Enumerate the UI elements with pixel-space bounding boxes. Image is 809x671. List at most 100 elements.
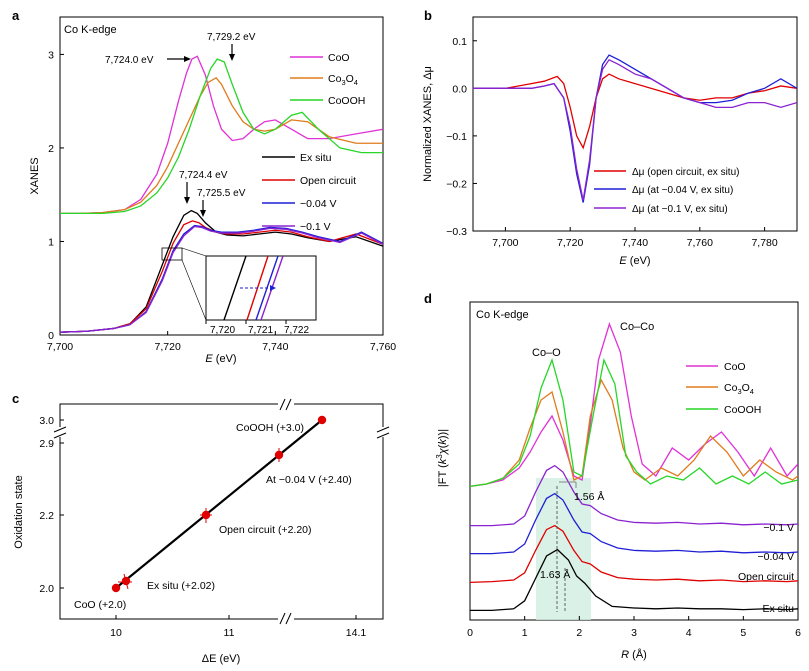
break-bottom-gap (278, 615, 294, 623)
c-point-coo (111, 583, 121, 593)
a-ytick-label-3: 3 (48, 49, 54, 61)
legend-label-coo: CoO (328, 52, 350, 64)
legend-label-open-circuit: Open circuit (300, 175, 356, 187)
panel-a-ylabel: XANES (29, 157, 41, 194)
a-series-co3o4 (60, 76, 383, 215)
annotation-7725-5: 7,725.5 eV (197, 188, 246, 199)
b-series-1 (473, 54, 797, 203)
panel-label-d: d (424, 291, 432, 306)
a-ytick-label-2: 2 (48, 143, 54, 155)
panel-d-xlabel: R (Å) (621, 648, 647, 661)
legend-label-cooh: CoOOH (328, 95, 365, 107)
panel-a-ticks: 7,700 7,720 7,740 7,760 0 1 2 3 (47, 49, 396, 353)
legend-label-dmu-minus-0-04v: Δμ (at −0.04 V, ex situ) (632, 185, 733, 196)
d-trace-label-open-circuit: Open circuit (738, 571, 794, 583)
panel-a-xlabel: E (eV) (205, 353, 236, 365)
break-right-1 (376, 426, 390, 433)
panel-c-ylabel: Oxidation state (13, 475, 25, 548)
panel-d-title: Co K-edge (476, 309, 529, 321)
panel-a-legend-bottom: Ex situ Open circuit −0.04 V −0.1 V (262, 152, 356, 233)
panel-d: 0 1 2 3 4 5 6 Co K-edge R (Å) |FT (k3χ(k))| Co… (435, 301, 801, 661)
axis-break-marks (53, 398, 390, 625)
c-ytick-label-2-0: 2.0 (39, 583, 54, 595)
d-xtick-label-5: 5 (740, 627, 746, 639)
legend-label-co3o4: Co3O4 (328, 73, 358, 87)
d-xtick-label-1: 1 (522, 627, 528, 639)
d-trace-label-minus-0-04v: −0.04 V (758, 551, 795, 563)
inset-shift-arrowhead (270, 285, 276, 291)
panel-label-b: b (424, 8, 432, 23)
d-xtick-label-2: 2 (576, 627, 582, 639)
annotation-7724-0: 7,724.0 eV (105, 55, 154, 66)
a-xtick-label-7720: 7,720 (155, 341, 181, 353)
panel-c-ticks (60, 419, 357, 619)
break-right-gap (378, 427, 388, 437)
legend-label-minus-0-1v: −0.1 V (300, 221, 331, 233)
a-ytick-label-1: 1 (48, 236, 54, 248)
panel-b: 7,700 7,720 7,740 7,760 7,780 −0.3 −0.2 −0.1 0.0… (422, 16, 798, 267)
d-series-0-1-v (470, 464, 798, 527)
inset-connector-top (181, 247, 207, 257)
break-left-2 (53, 432, 67, 439)
arrowhead-7729-2 (229, 54, 235, 61)
c-xtick-label-10: 10 (110, 627, 122, 639)
annotation-7724-4: 7,724.4 eV (179, 170, 228, 181)
break-bottom-2 (285, 612, 292, 625)
panel-a-legend-top: CoO Co3O4 CoOOH (290, 52, 365, 107)
a-xtick-label-7740: 7,740 (262, 341, 288, 353)
d-xtick-label-6: 6 (795, 627, 801, 639)
panel-a-series (60, 55, 383, 333)
c-point-cooh (317, 415, 327, 425)
c-label-cooh: CoOOH (+3.0) (236, 422, 304, 434)
panel-d-ticks: 0 1 2 3 4 5 6 (467, 616, 801, 639)
break-top-1 (279, 398, 286, 411)
d-series-ex-situ (470, 548, 798, 612)
b-xtick-label-7740: 7,740 (622, 237, 648, 249)
a-xtick-label-7700: 7,700 (47, 341, 73, 353)
d-series-coo (470, 322, 798, 488)
panel-b-series (473, 54, 797, 203)
panel-b-xlabel: E (eV) (619, 255, 650, 267)
inset-tick-label-2: 7,721 (248, 325, 273, 336)
a-series-coooh (60, 58, 383, 215)
d-series-open-circuit (470, 524, 798, 584)
c-xtick-label-14-1: 14.1 (346, 627, 367, 639)
break-left-gap (55, 427, 65, 437)
inset-source-box (161, 247, 183, 261)
panel-c-xlabel: ΔE (eV) (202, 653, 241, 665)
break-right-2 (376, 432, 390, 439)
c-label-open-circuit: Open circuit (+2.20) (219, 524, 312, 536)
c-xtick-label-11: 11 (224, 627, 235, 639)
c-label-ex-situ: Ex situ (+2.02) (147, 580, 215, 592)
panel-b-ticks: 7,700 7,720 7,740 7,760 7,780 −0.3 −0.2 −0.1 0.0… (446, 36, 778, 249)
b-xtick-label-7700: 7,700 (492, 237, 518, 249)
b-xtick-label-7780: 7,780 (751, 237, 777, 249)
c-point-at-minus-0-04v (274, 450, 284, 460)
break-left-1 (53, 426, 67, 433)
b-series-0 (473, 73, 797, 150)
panel-b-legend: Δμ (open circuit, ex situ) Δμ (at −0.04 … (594, 167, 739, 215)
c-ytick-label-3-0: 3.0 (39, 415, 54, 427)
c-label-at-minus-0-04v: At −0.04 V (+2.40) (266, 474, 352, 486)
break-top-2 (285, 398, 292, 411)
a-xtick-label-7760: 7,760 (370, 341, 396, 353)
legend-label-dmu-open-circuit: Δμ (open circuit, ex situ) (632, 167, 739, 178)
legend-label-dmu-minus-0-1v: Δμ (at −0.1 V, ex situ) (632, 204, 728, 215)
d-legend-label-cooh: CoOOH (724, 404, 761, 416)
b-xtick-label-7760: 7,760 (687, 237, 713, 249)
d-xtick-label-3: 3 (631, 627, 637, 639)
c-ytick-label-2-9: 2.9 (39, 438, 54, 450)
legend-label-minus-0-04v: −0.04 V (300, 198, 337, 210)
inset-connector-bottom (181, 259, 207, 321)
panel-d-legend: CoO Co3O4 CoOOH (686, 361, 761, 416)
b-series-2 (473, 58, 797, 201)
arrowhead-7725-5 (200, 210, 206, 217)
panel-d-series (470, 322, 798, 612)
b-xtick-label-7720: 7,720 (557, 237, 583, 249)
panel-label-c: c (12, 391, 19, 406)
d-xtick-label-4: 4 (686, 627, 692, 639)
b-ytick-label-4: 0.1 (452, 36, 467, 48)
d-trace-label-minus-0-1v: −0.1 V (763, 522, 794, 534)
panel-d-ylabel: |FT (k3χ(k))| (435, 429, 449, 487)
d-label-co-co: Co–Co (620, 321, 654, 333)
